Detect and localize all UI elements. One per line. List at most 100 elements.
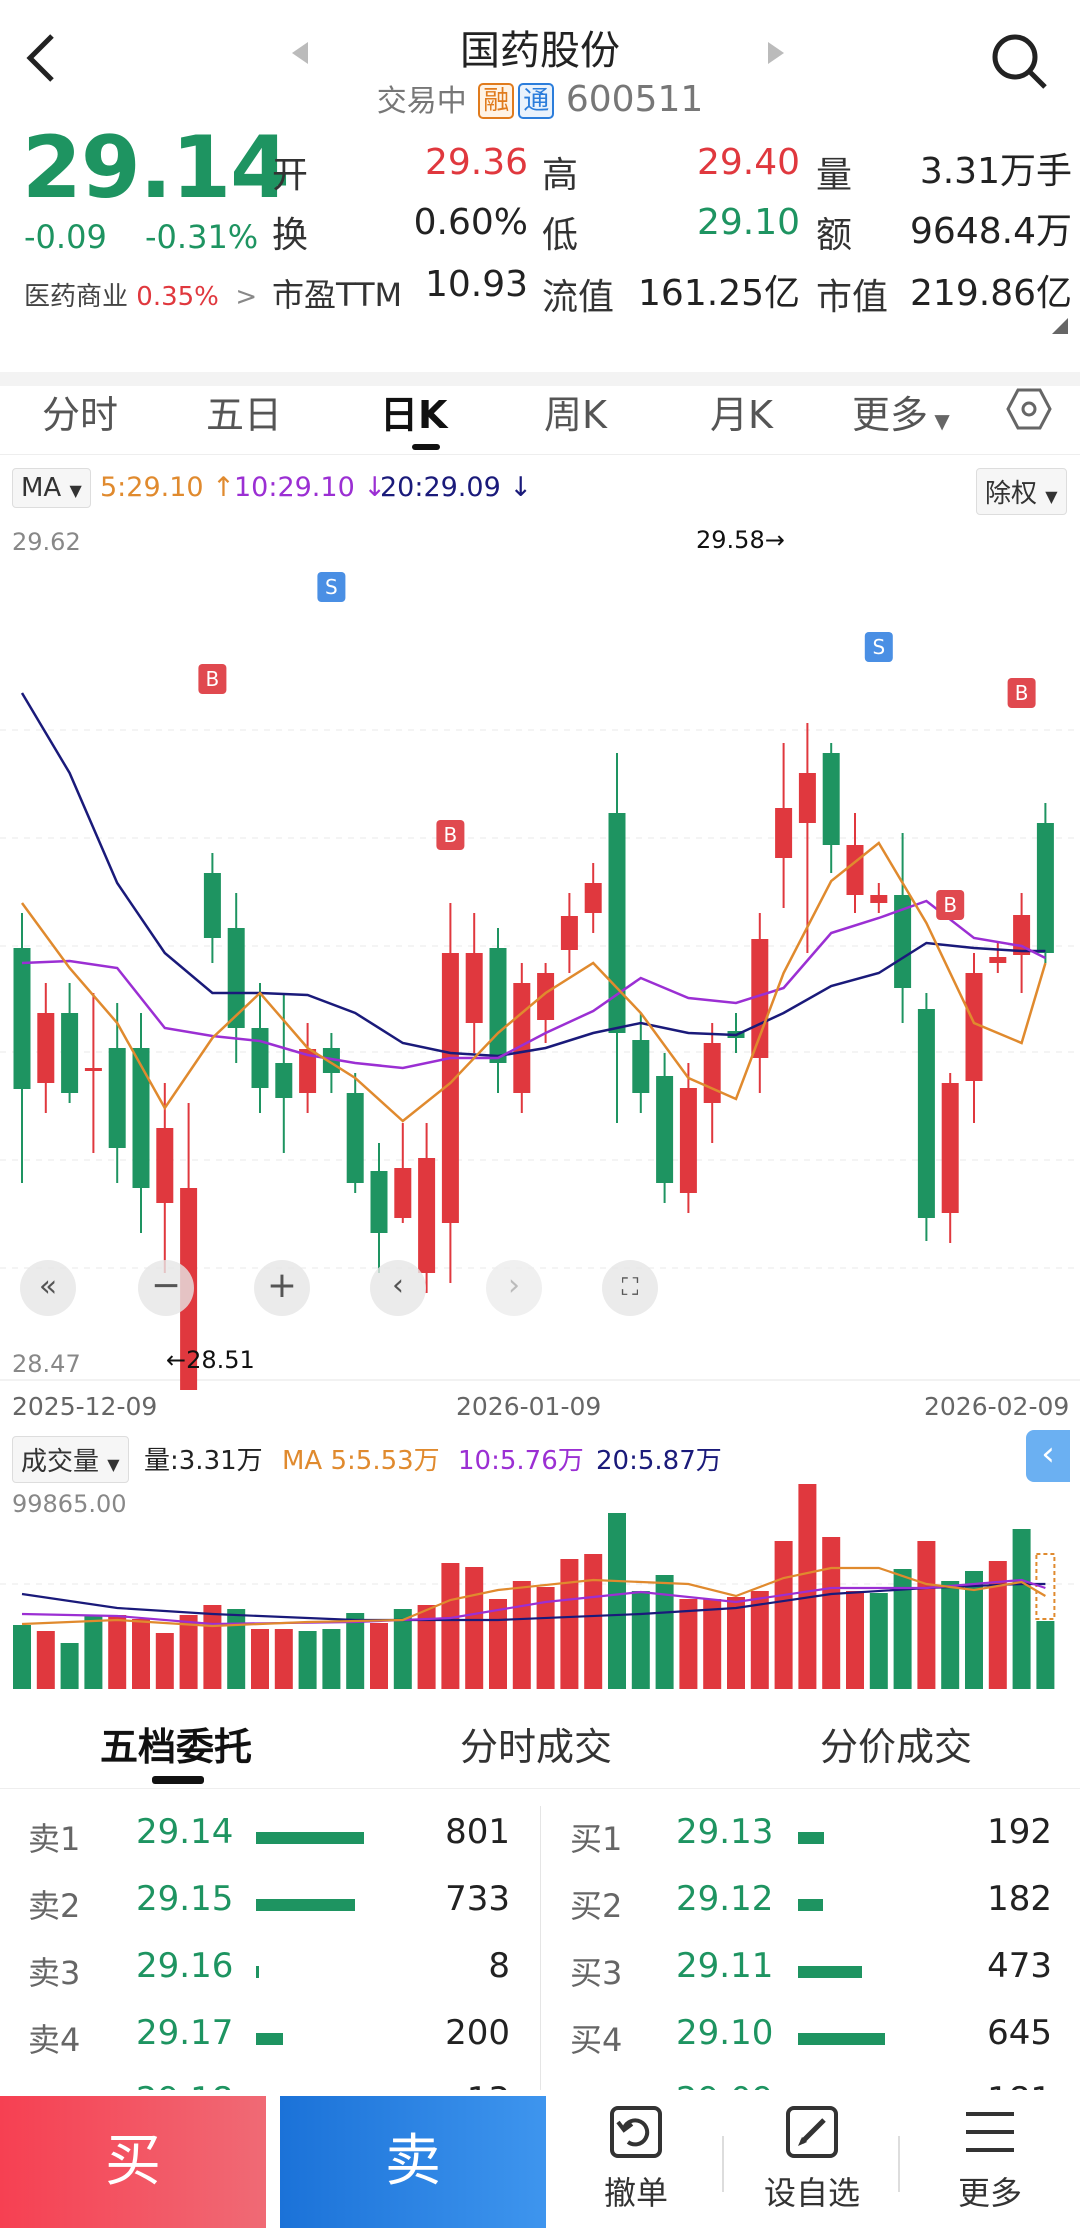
buy-level-volume: 473 bbox=[987, 1946, 1052, 1986]
last-price: 29.14 bbox=[22, 118, 290, 218]
volume-chart[interactable] bbox=[0, 1484, 1080, 1694]
volume-max-label: 99865.00 bbox=[12, 1490, 127, 1518]
low-marker: ←28.51 bbox=[166, 1346, 255, 1374]
sector-link[interactable]: 医药商业 0.35% > bbox=[24, 276, 257, 313]
tab-price-trades[interactable]: 分价成交 bbox=[820, 1725, 973, 1769]
volume-bar bbox=[703, 1599, 722, 1689]
zoom-in-button[interactable]: + bbox=[254, 1260, 310, 1316]
next-stock-icon[interactable] bbox=[766, 40, 786, 70]
scroll-left-button[interactable]: ‹ bbox=[370, 1260, 426, 1316]
buy-level-price[interactable]: 29.13 bbox=[676, 1812, 774, 1852]
current-volume-box bbox=[1035, 1553, 1056, 1620]
sell-level-bar bbox=[256, 1899, 355, 1911]
rewind-button[interactable]: « bbox=[20, 1260, 76, 1316]
buy-level-bar bbox=[798, 1832, 824, 1844]
volume-bar bbox=[60, 1643, 79, 1689]
volume-bar bbox=[798, 1484, 817, 1689]
sell-level-bar bbox=[256, 1832, 364, 1844]
scroll-right-button[interactable]: › bbox=[486, 1260, 542, 1316]
volume-bar bbox=[155, 1633, 174, 1689]
buy-level-volume: 182 bbox=[987, 1879, 1052, 1919]
adjust-selector[interactable]: 除权 ▼ bbox=[976, 468, 1067, 515]
market-cap-label: 市值 bbox=[816, 277, 889, 318]
candle-body bbox=[275, 1063, 293, 1098]
cancel-order-label: 撤单 bbox=[603, 2174, 668, 2212]
tab-tick-trades[interactable]: 分时成交 bbox=[460, 1725, 613, 1769]
candle-body bbox=[156, 1128, 174, 1203]
buy-level-bar bbox=[798, 2033, 885, 2045]
ma20-label: 20:29.09 bbox=[380, 472, 501, 503]
volume-ma20-line bbox=[21, 1582, 1046, 1622]
candle-body bbox=[1036, 823, 1054, 953]
search-icon[interactable] bbox=[990, 32, 1050, 96]
buy-level-price[interactable]: 29.10 bbox=[676, 2013, 774, 2053]
candle-body bbox=[822, 753, 840, 845]
volume-bar bbox=[298, 1631, 317, 1689]
candle-body bbox=[132, 1048, 150, 1188]
volume-bar bbox=[393, 1609, 412, 1689]
collapse-panel-button[interactable]: ‹ bbox=[1026, 1430, 1070, 1482]
back-icon[interactable] bbox=[18, 28, 68, 88]
y-max-label: 29.62 bbox=[12, 528, 81, 556]
divider bbox=[898, 2136, 900, 2192]
volume-bar bbox=[846, 1591, 864, 1689]
sell-level-price[interactable]: 29.14 bbox=[136, 1812, 234, 1852]
tab-order-book[interactable]: 五档委托 bbox=[100, 1725, 253, 1769]
tab-five-day[interactable]: 五日 bbox=[206, 393, 283, 437]
connect-tag: 通 bbox=[518, 83, 555, 119]
adjust-label: 除权 bbox=[985, 479, 1038, 509]
signal-marker-label: B bbox=[1015, 681, 1029, 705]
book-divider bbox=[540, 1806, 541, 2096]
candle-body bbox=[84, 1068, 102, 1071]
volume-bar bbox=[727, 1597, 745, 1689]
sell-button[interactable]: 卖 bbox=[280, 2096, 546, 2228]
candle-body bbox=[61, 1013, 79, 1093]
tab-intraday[interactable]: 分时 bbox=[42, 393, 119, 437]
volume-bar bbox=[893, 1569, 912, 1689]
volume-selector[interactable]: 成交量 ▼ bbox=[12, 1436, 129, 1483]
candle-body bbox=[941, 1083, 959, 1213]
volume-selector-label: 成交量 bbox=[21, 1447, 100, 1477]
sell-level-price[interactable]: 29.15 bbox=[136, 1879, 234, 1919]
candle-body bbox=[370, 1171, 388, 1233]
volume-bar bbox=[750, 1591, 769, 1689]
tab-monthly-k[interactable]: 月K bbox=[710, 393, 773, 437]
buy-level-bar bbox=[798, 1966, 862, 1978]
buy-level-bar bbox=[798, 1899, 823, 1911]
candle-body bbox=[13, 948, 31, 1089]
sell-level-price[interactable]: 29.17 bbox=[136, 2013, 234, 2053]
kline-chart[interactable]: BSBSBBS bbox=[0, 520, 1080, 1390]
amount-label: 额 bbox=[816, 215, 853, 256]
tab-weekly-k[interactable]: 周K bbox=[544, 393, 607, 437]
fullscreen-button[interactable]: ⛶ bbox=[602, 1260, 658, 1316]
prev-stock-icon[interactable] bbox=[290, 40, 310, 70]
divider bbox=[0, 1788, 1080, 1789]
expand-corner-icon[interactable] bbox=[1052, 318, 1068, 338]
add-watchlist-button[interactable]: 设自选 bbox=[742, 2104, 882, 2214]
sell-level-price[interactable]: 29.16 bbox=[136, 1946, 234, 1986]
volume-bar bbox=[203, 1605, 222, 1689]
candle-body bbox=[346, 1093, 364, 1183]
volume-bar bbox=[84, 1615, 103, 1689]
volume-bar bbox=[608, 1513, 626, 1689]
candle-body bbox=[465, 953, 483, 1023]
signal-marker-buy bbox=[436, 820, 465, 850]
chart-settings-icon[interactable] bbox=[1006, 386, 1052, 436]
zoom-out-button[interactable]: − bbox=[138, 1260, 194, 1316]
ma20-value: 20:29.09 ↓ bbox=[380, 472, 532, 503]
tab-daily-k[interactable]: 日K bbox=[380, 393, 448, 437]
caret-down-icon: ▼ bbox=[69, 481, 82, 500]
more-button[interactable]: 更多 bbox=[920, 2104, 1060, 2214]
volume-ma10: 10:5.76万 bbox=[458, 1446, 584, 1476]
top-bar: 国药股份 交易中 融通 600511 bbox=[0, 0, 1080, 125]
ma-selector[interactable]: MA ▼ bbox=[12, 468, 91, 508]
volume-bar bbox=[274, 1629, 293, 1689]
tab-more[interactable]: 更多 ▼ bbox=[852, 384, 950, 439]
buy-level-price[interactable]: 29.12 bbox=[676, 1879, 774, 1919]
signal-marker-label: B bbox=[943, 893, 957, 917]
volume-bar bbox=[774, 1541, 793, 1689]
buy-level-price[interactable]: 29.11 bbox=[676, 1946, 774, 1986]
cancel-order-button[interactable]: 撤单 bbox=[566, 2104, 706, 2214]
amount-value: 9648.4万 bbox=[910, 211, 1072, 252]
buy-button[interactable]: 买 bbox=[0, 2096, 266, 2228]
